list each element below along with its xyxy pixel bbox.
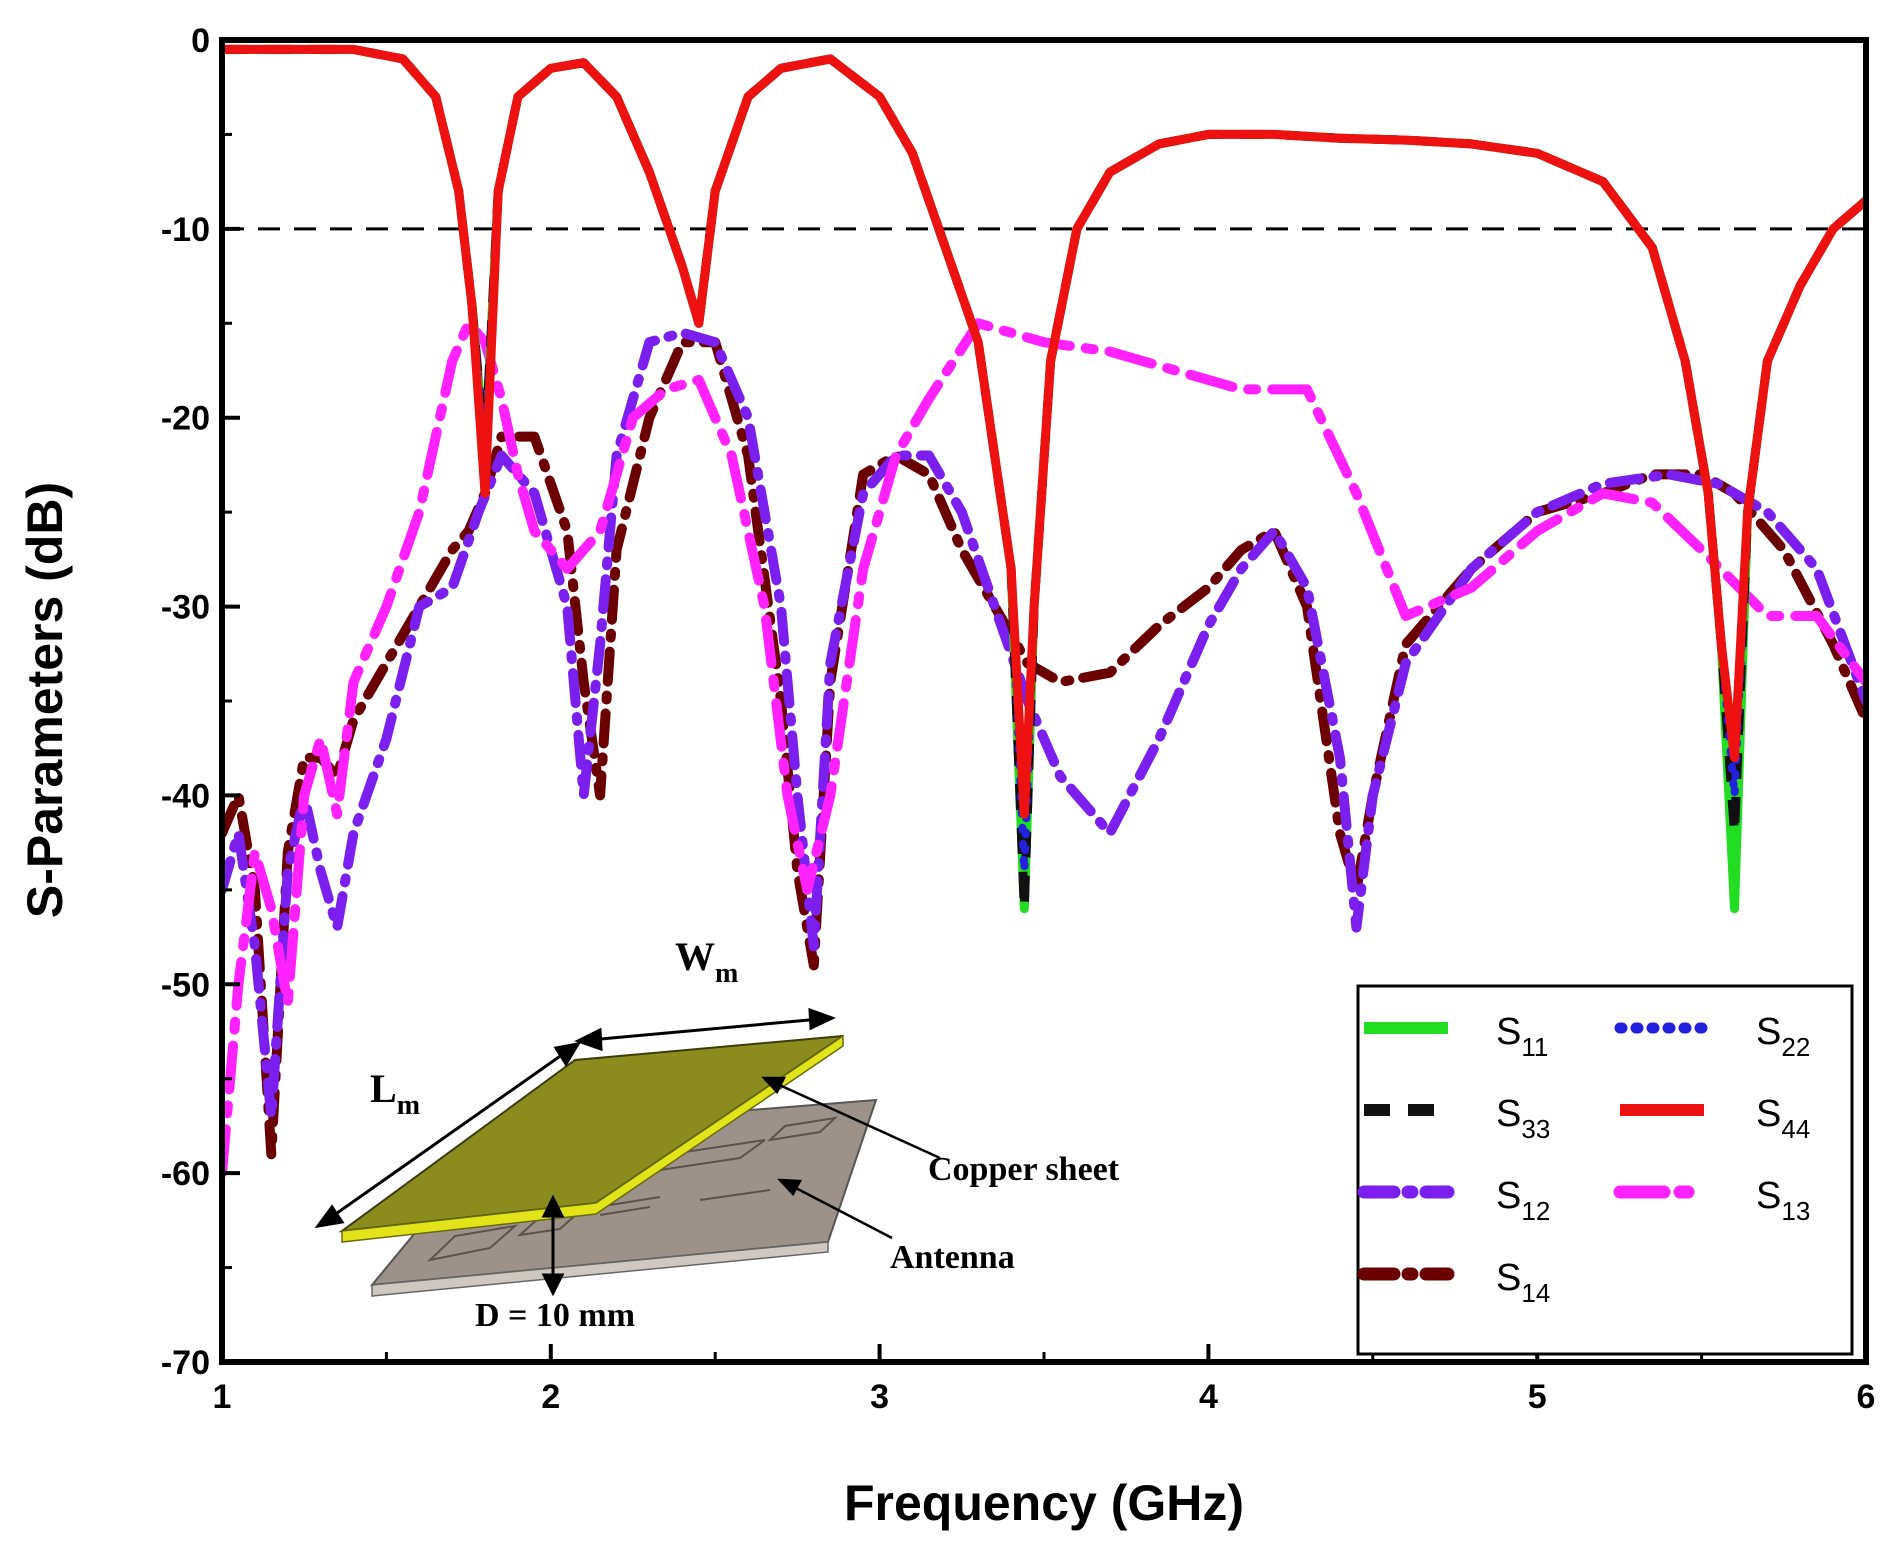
series-line-s13 (222, 318, 1866, 1179)
y-tick-label--70: -70 (161, 1344, 210, 1382)
antenna-pointer (776, 1178, 893, 1240)
legend-label-s13: S13 (1756, 1175, 1810, 1226)
y-tick-label--50: -50 (161, 966, 210, 1004)
series-line-s44 (222, 44, 1866, 819)
legend-label-s44: S44 (1756, 1093, 1810, 1144)
copper-sheet-label: Copper sheet (928, 1151, 1120, 1188)
antenna-inset: Wm Lm Copper sheet Antenna D = 10 mm (314, 934, 1120, 1334)
series-layer (222, 44, 1866, 1179)
x-tick-label-2: 2 (541, 1378, 560, 1416)
legend-label-s12: S12 (1496, 1175, 1550, 1226)
y-tick-label--40: -40 (161, 777, 210, 815)
width-label: Wm (675, 934, 738, 989)
antenna-board-edge (371, 1241, 829, 1297)
legend-label-s33: S33 (1496, 1093, 1550, 1144)
x-tick-label-6: 6 (1857, 1378, 1876, 1416)
legend-label-s22: S22 (1756, 1011, 1810, 1062)
x-tick-label-3: 3 (870, 1378, 889, 1416)
y-tick-label--10: -10 (161, 211, 210, 249)
y-tick-label-0: 0 (191, 22, 210, 60)
y-tick-label--30: -30 (161, 589, 210, 627)
legend-entries: S11 S22 S33 S44 S12 S13 S14 (1357, 1011, 1810, 1308)
x-tick-label-4: 4 (1199, 1378, 1218, 1416)
legend-label-s14: S14 (1496, 1257, 1550, 1308)
antenna-pattern (426, 1116, 839, 1262)
gap-arrow (541, 1194, 565, 1297)
length-arrow (314, 1041, 581, 1229)
x-tick-label-1: 1 (213, 1378, 232, 1416)
gap-label: D = 10 mm (475, 1297, 635, 1334)
x-tick-label-5: 5 (1528, 1378, 1547, 1416)
copper-pointer (761, 1076, 941, 1160)
y-tick-label--20: -20 (161, 400, 210, 438)
width-arrow (574, 1007, 836, 1052)
legend-label-s11: S11 (1496, 1011, 1548, 1062)
y-tick-label--60: -60 (161, 1155, 210, 1193)
legend-box (1356, 984, 1854, 1356)
length-label: Lm (370, 1066, 420, 1121)
legend: S11 S22 S33 S44 S12 S13 S14 (1356, 984, 1854, 1356)
antenna-label: Antenna (890, 1239, 1015, 1276)
copper-sheet-edge (341, 1034, 844, 1243)
series-line-s12 (222, 327, 1866, 1122)
x-axis-title: Frequency (GHz) (844, 1475, 1244, 1531)
y-axis-title: S-Parameters (dB) (17, 482, 73, 918)
